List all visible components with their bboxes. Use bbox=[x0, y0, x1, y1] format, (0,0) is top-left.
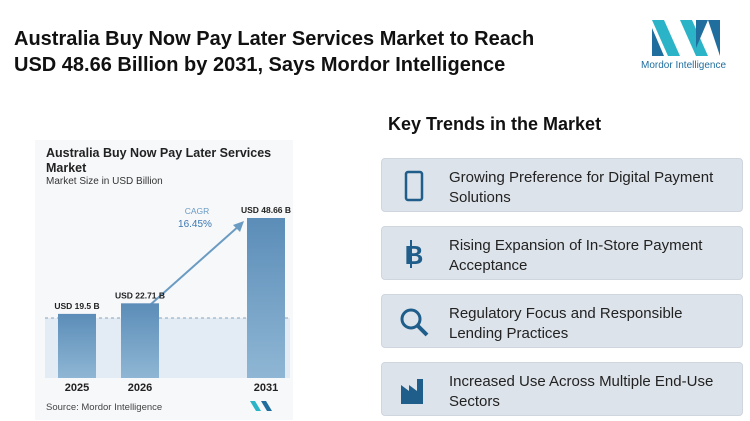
x-tick-label: 2026 bbox=[128, 382, 152, 394]
trend-card: Growing Preference for Digital Payment S… bbox=[381, 158, 743, 212]
title: Australia Buy Now Pay Later Services Mar… bbox=[14, 26, 534, 78]
trend-text: Increased Use Across Multiple End-Use Se… bbox=[449, 373, 714, 410]
bar bbox=[58, 313, 96, 378]
title-line: Australia Buy Now Pay Later Services Mar… bbox=[14, 28, 535, 50]
icon bbox=[401, 379, 423, 404]
trends-title: Key Trends in the Market bbox=[388, 114, 602, 134]
chart-title: Australia Buy Now Pay Later Services Mar… bbox=[46, 146, 272, 175]
trend-text: Regulatory Focus and Responsible Lending… bbox=[449, 305, 683, 342]
trend-card: B Rising Expansion of In-Store Payment A… bbox=[381, 226, 743, 280]
icon: B bbox=[405, 240, 424, 270]
trend-card: Regulatory Focus and Responsible Lending… bbox=[381, 294, 743, 348]
value-label: USD 19.5 B bbox=[54, 301, 99, 311]
value-label: USD 48.66 B bbox=[241, 205, 291, 215]
svg-text:B: B bbox=[405, 240, 424, 270]
trend-text: Growing Preference for Digital Payment S… bbox=[449, 169, 714, 206]
arrow-head bbox=[233, 221, 244, 232]
source: Source: Mordor Intelligence bbox=[46, 402, 162, 413]
value-label: USD 22.71 B bbox=[115, 290, 165, 300]
logo bbox=[652, 20, 720, 56]
bar bbox=[247, 218, 285, 378]
cagr-value: 16.45% bbox=[178, 219, 212, 230]
trend-card: Increased Use Across Multiple End-Use Se… bbox=[381, 362, 743, 416]
title-line: USD 48.66 Billion by 2031, Says Mordor I… bbox=[14, 54, 506, 76]
trend-text: Rising Expansion of In-Store Payment Acc… bbox=[449, 237, 703, 274]
chart-subtitle: Market Size in USD Billion bbox=[46, 176, 163, 187]
bar bbox=[121, 303, 159, 378]
mini-logo bbox=[250, 401, 272, 411]
cagr-label: CAGR bbox=[185, 206, 210, 216]
arrow bbox=[149, 224, 241, 306]
x-tick-label: 2031 bbox=[254, 382, 278, 394]
icon bbox=[400, 308, 429, 337]
chart: CAGR 16.45% Source: Mordor Intelligence … bbox=[45, 205, 291, 413]
x-tick-label: 2025 bbox=[65, 382, 89, 394]
icon bbox=[404, 170, 424, 202]
logo-text: Mordor Intelligence bbox=[641, 60, 727, 71]
